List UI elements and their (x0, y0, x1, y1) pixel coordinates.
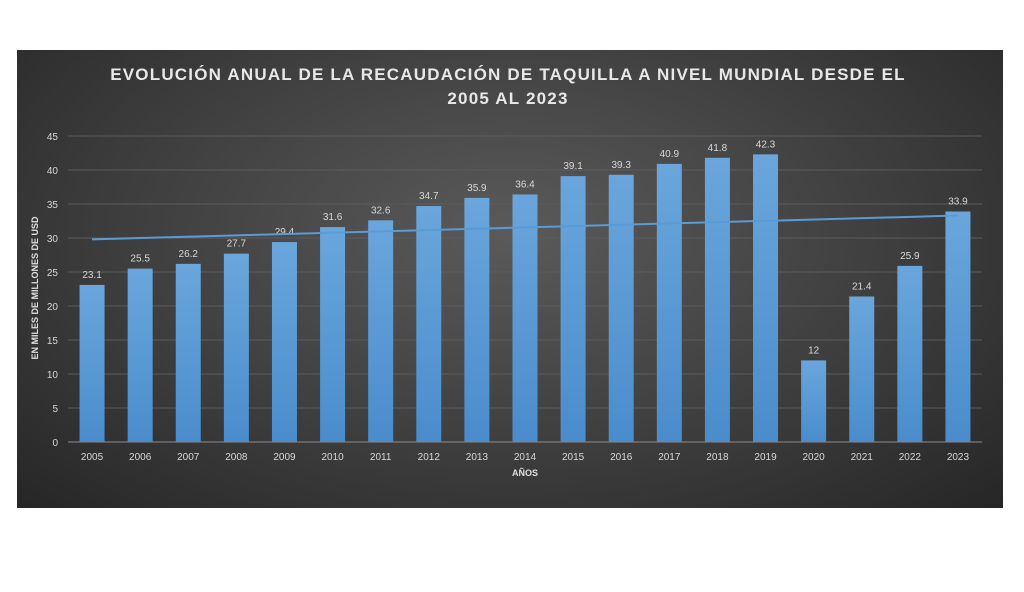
data-label: 26.2 (179, 249, 199, 260)
x-tick-label: 2022 (899, 452, 922, 463)
x-tick-label: 2009 (273, 452, 296, 463)
bar (320, 227, 346, 442)
data-label: 12 (808, 345, 820, 356)
x-tick-label: 2020 (803, 452, 826, 463)
bar (127, 268, 153, 442)
bar (753, 154, 779, 443)
data-label: 33.9 (948, 196, 968, 207)
x-tick-label: 2011 (370, 452, 392, 463)
data-label: 39.3 (611, 160, 631, 171)
data-label: 25.5 (130, 254, 150, 265)
x-tick-label: 2012 (418, 452, 441, 463)
x-tick-label: 2019 (754, 452, 777, 463)
data-label: 21.4 (852, 281, 872, 292)
x-axis-label: AÑOS (512, 468, 538, 478)
bar (175, 263, 201, 442)
bar (656, 163, 682, 442)
y-tick-label: 25 (47, 268, 59, 279)
data-label: 41.8 (708, 143, 728, 154)
bar (849, 296, 875, 442)
y-tick-label: 15 (47, 336, 59, 347)
x-tick-label: 2018 (706, 452, 729, 463)
y-tick-label: 40 (47, 166, 59, 177)
data-label: 34.7 (419, 191, 439, 202)
x-tick-label: 2006 (129, 452, 152, 463)
data-label: 29.4 (275, 227, 295, 238)
x-tick-label: 2017 (658, 452, 681, 463)
bar (512, 194, 538, 442)
x-tick-label: 2016 (610, 452, 633, 463)
chart-title-line1: EVOLUCIÓN ANUAL DE LA RECAUDACIÓN DE TAQ… (110, 65, 906, 84)
data-label: 36.4 (515, 179, 535, 190)
x-tick-label: 2021 (851, 452, 874, 463)
data-label: 25.9 (900, 251, 920, 262)
data-label: 27.7 (227, 239, 247, 250)
x-tick-label: 2014 (514, 452, 537, 463)
data-label: 35.9 (467, 183, 487, 194)
data-label: 39.1 (563, 161, 583, 172)
x-tick-label: 2010 (321, 452, 344, 463)
data-label: 31.6 (323, 212, 343, 223)
y-tick-label: 10 (47, 370, 59, 381)
bar (223, 253, 249, 442)
x-tick-label: 2007 (177, 452, 200, 463)
bar-chart: EVOLUCIÓN ANUAL DE LA RECAUDACIÓN DE TAQ… (30, 65, 982, 478)
y-tick-label: 35 (47, 200, 59, 211)
x-tick-label: 2023 (947, 452, 970, 463)
bar (271, 242, 297, 442)
x-tick-label: 2015 (562, 452, 585, 463)
y-tick-label: 5 (52, 404, 58, 415)
y-tick-label: 0 (52, 438, 58, 449)
bar (801, 360, 827, 442)
y-tick-label: 30 (47, 234, 59, 245)
trendline (92, 214, 958, 241)
bar (368, 220, 394, 442)
data-label: 40.9 (660, 149, 680, 160)
chart-title-line2: 2005 AL 2023 (447, 89, 568, 108)
bar (416, 206, 442, 442)
data-label: 23.1 (82, 270, 102, 281)
x-tick-label: 2005 (81, 452, 104, 463)
x-tick-label: 2008 (225, 452, 248, 463)
x-tick-label: 2013 (466, 452, 489, 463)
bar (464, 197, 490, 442)
bar (560, 176, 586, 442)
bar (945, 211, 971, 442)
bar (79, 284, 105, 442)
data-label: 42.3 (756, 139, 776, 150)
y-axis-label: EN MILES DE MILLONES DE USD (30, 216, 40, 360)
chart-area: EVOLUCIÓN ANUAL DE LA RECAUDACIÓN DE TAQ… (17, 50, 1003, 508)
data-label: 32.6 (371, 205, 391, 216)
bar (704, 157, 730, 442)
bar (608, 174, 634, 442)
y-tick-label: 45 (47, 132, 59, 143)
y-tick-label: 20 (47, 302, 59, 313)
bar (897, 265, 923, 442)
